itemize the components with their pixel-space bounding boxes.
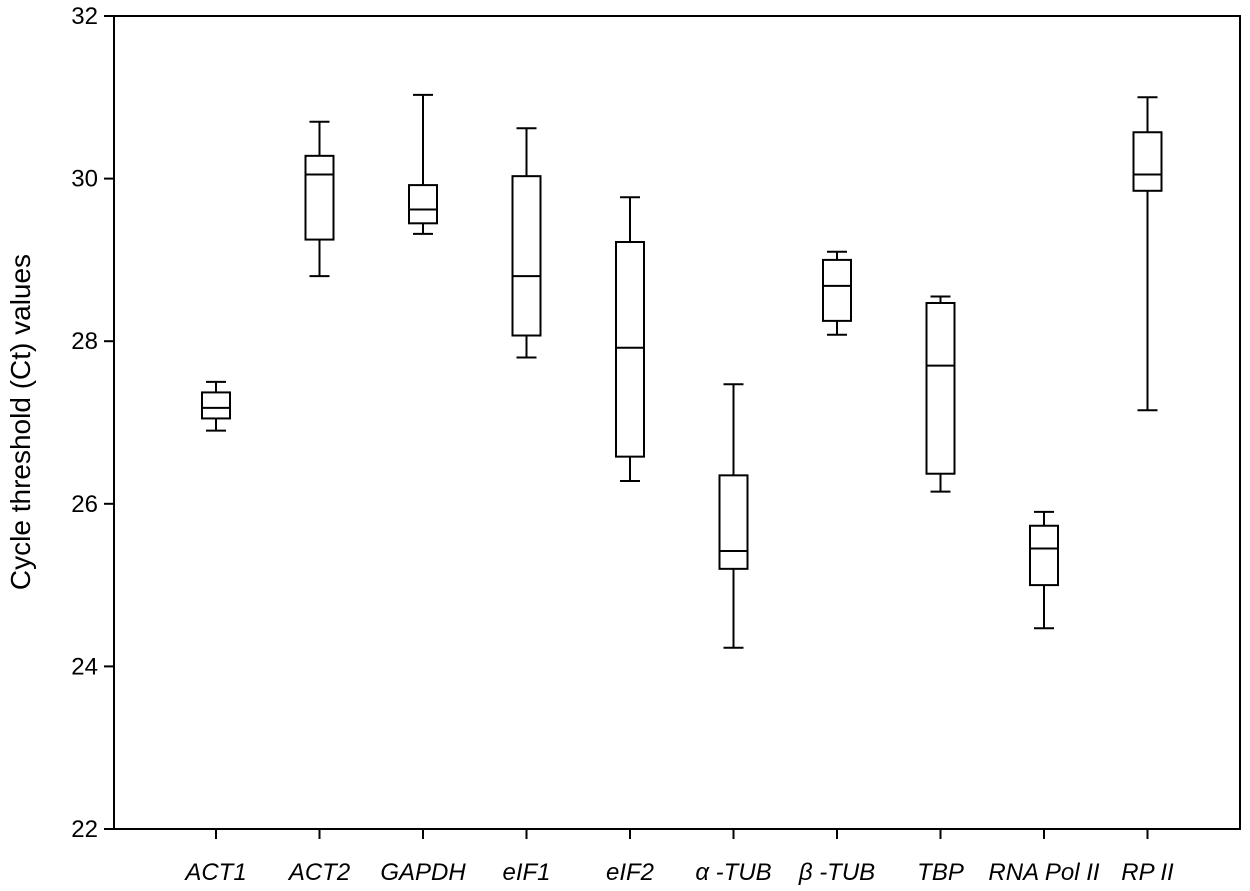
x-tick-label: ACT2: [287, 859, 350, 886]
iqr-box: [408, 184, 438, 225]
x-axis: ACT1 ACT2 GAPDH eIF1 eIF2 α -TUB β -TUB TBP RNA …: [183, 829, 1174, 886]
iqr-box: [201, 391, 231, 420]
box-group: [1029, 510, 1059, 630]
y-tick-label: 32: [71, 3, 98, 30]
x-tick-label: β -TUB: [798, 859, 875, 886]
box-group: [511, 127, 542, 359]
iqr-box: [511, 175, 542, 337]
iqr-box: [925, 301, 956, 475]
box-group: [615, 196, 645, 483]
x-tick-label: RP II: [1121, 859, 1174, 886]
y-tick-label: 24: [71, 653, 98, 680]
plot-frame: [113, 15, 1241, 830]
iqr-box: [718, 474, 749, 570]
box-group: [925, 295, 956, 493]
box-group: [408, 93, 438, 235]
x-tick-label: eIF2: [606, 859, 654, 886]
y-axis: 22 24 26 28 30 32: [71, 3, 114, 843]
box-group: [718, 383, 749, 649]
x-tick-label: ACT1: [183, 859, 246, 886]
x-tick-label: eIF1: [502, 859, 550, 886]
y-tick-label: 28: [71, 328, 98, 355]
iqr-box: [1132, 131, 1163, 192]
box-group: [1132, 96, 1163, 412]
iqr-box: [1029, 524, 1059, 587]
x-tick-label: GAPDH: [380, 859, 466, 886]
iqr-box: [304, 154, 335, 241]
y-axis-title: Cycle threshold (Ct) values: [5, 254, 36, 590]
y-tick-label: 30: [71, 166, 98, 193]
y-tick-label: 26: [71, 491, 98, 518]
box-group: [304, 120, 335, 278]
box-group: [201, 380, 231, 432]
plot-border: [113, 15, 1241, 830]
iqr-box: [822, 258, 852, 322]
boxes: [201, 93, 1163, 649]
box-group: [822, 250, 852, 336]
iqr-box: [615, 241, 645, 458]
x-tick-label: α -TUB: [695, 859, 771, 886]
y-tick-label: 22: [71, 816, 98, 843]
x-tick-label: RNA Pol II: [988, 859, 1099, 886]
x-tick-label: TBP: [917, 859, 964, 886]
